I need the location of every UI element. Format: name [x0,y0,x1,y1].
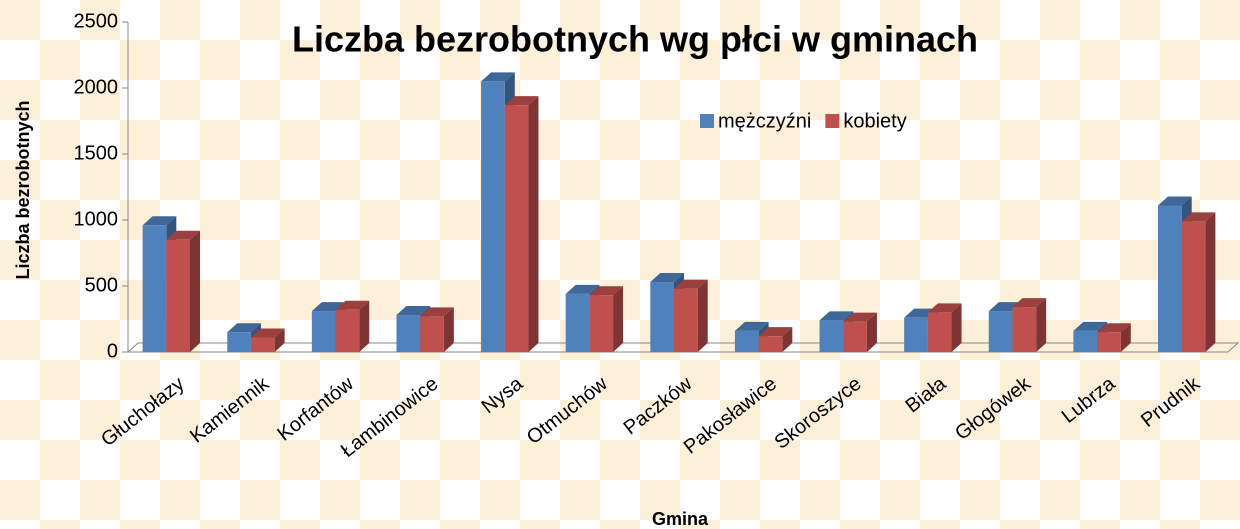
bar [565,293,590,352]
bar [843,321,867,352]
bar-top [166,230,200,240]
y-tick-label: 1500 [74,142,119,164]
bar-side [951,303,962,352]
bar-top [674,279,708,289]
bar-side [866,312,877,352]
bar [1097,332,1121,352]
bar [1181,221,1206,352]
bar-top [758,327,793,337]
bar [589,295,614,352]
bar [758,336,783,352]
bar-top [227,323,261,333]
bar-side [782,327,793,352]
bar [988,311,1013,352]
bar-top [1181,212,1216,222]
bar-top [734,321,769,331]
bar-side [190,230,200,352]
bar-side [1036,298,1047,352]
chart-title: Liczba bezrobotnych wg płci w gminach [292,19,978,60]
x-axis-label: Gmina [652,509,709,529]
bar-side [613,286,624,352]
bar-side [1120,323,1131,352]
bar [1012,307,1037,352]
bar [927,312,952,352]
bar-top [650,273,684,283]
y-tick-label: 1000 [74,208,119,230]
bar [674,288,698,352]
bar [904,317,928,352]
bar-top [1097,323,1131,333]
bar [250,337,275,352]
bar [227,332,251,352]
bar-top [142,216,177,226]
bar [1158,205,1182,352]
bar [1073,330,1098,352]
bar-top [396,306,431,316]
legend-label: kobiety [843,110,906,132]
bar-top [589,286,624,296]
bar-top [565,284,600,294]
bar-top [481,72,515,82]
bar [650,282,674,352]
legend: mężczyźni kobiety [700,110,907,132]
bar-top [1073,321,1108,331]
bar-top [1012,298,1047,308]
bar [734,330,759,352]
bar [142,225,167,352]
bar [396,315,421,352]
legend-swatch [825,114,840,128]
bar [504,105,529,352]
bar [311,311,336,352]
y-axis-label: Liczba bezrobotnych [13,100,33,279]
y-tick-label: 2500 [74,10,119,32]
bar-top [819,311,854,321]
y-tick-label: 0 [107,340,118,362]
y-tick-label: 2000 [74,76,119,98]
y-tick-label: 500 [85,274,118,296]
bar-top [420,307,454,317]
bar-side [274,328,285,352]
bar-side [528,96,539,352]
bar [166,239,190,352]
bar-top [504,96,539,106]
legend-label: mężczyźni [718,110,811,132]
bar-top [1158,196,1192,206]
bar-top [843,312,877,322]
bar-top [335,300,370,310]
bar [481,81,505,353]
bar [420,316,444,352]
bar [335,309,360,352]
bar [819,320,844,352]
bar-side [443,307,454,352]
bar-top [927,303,962,313]
legend-swatch [700,114,714,128]
bar-side [697,279,708,352]
bar-side [359,300,370,352]
bar-side [1205,212,1216,352]
bar-top [250,328,285,338]
